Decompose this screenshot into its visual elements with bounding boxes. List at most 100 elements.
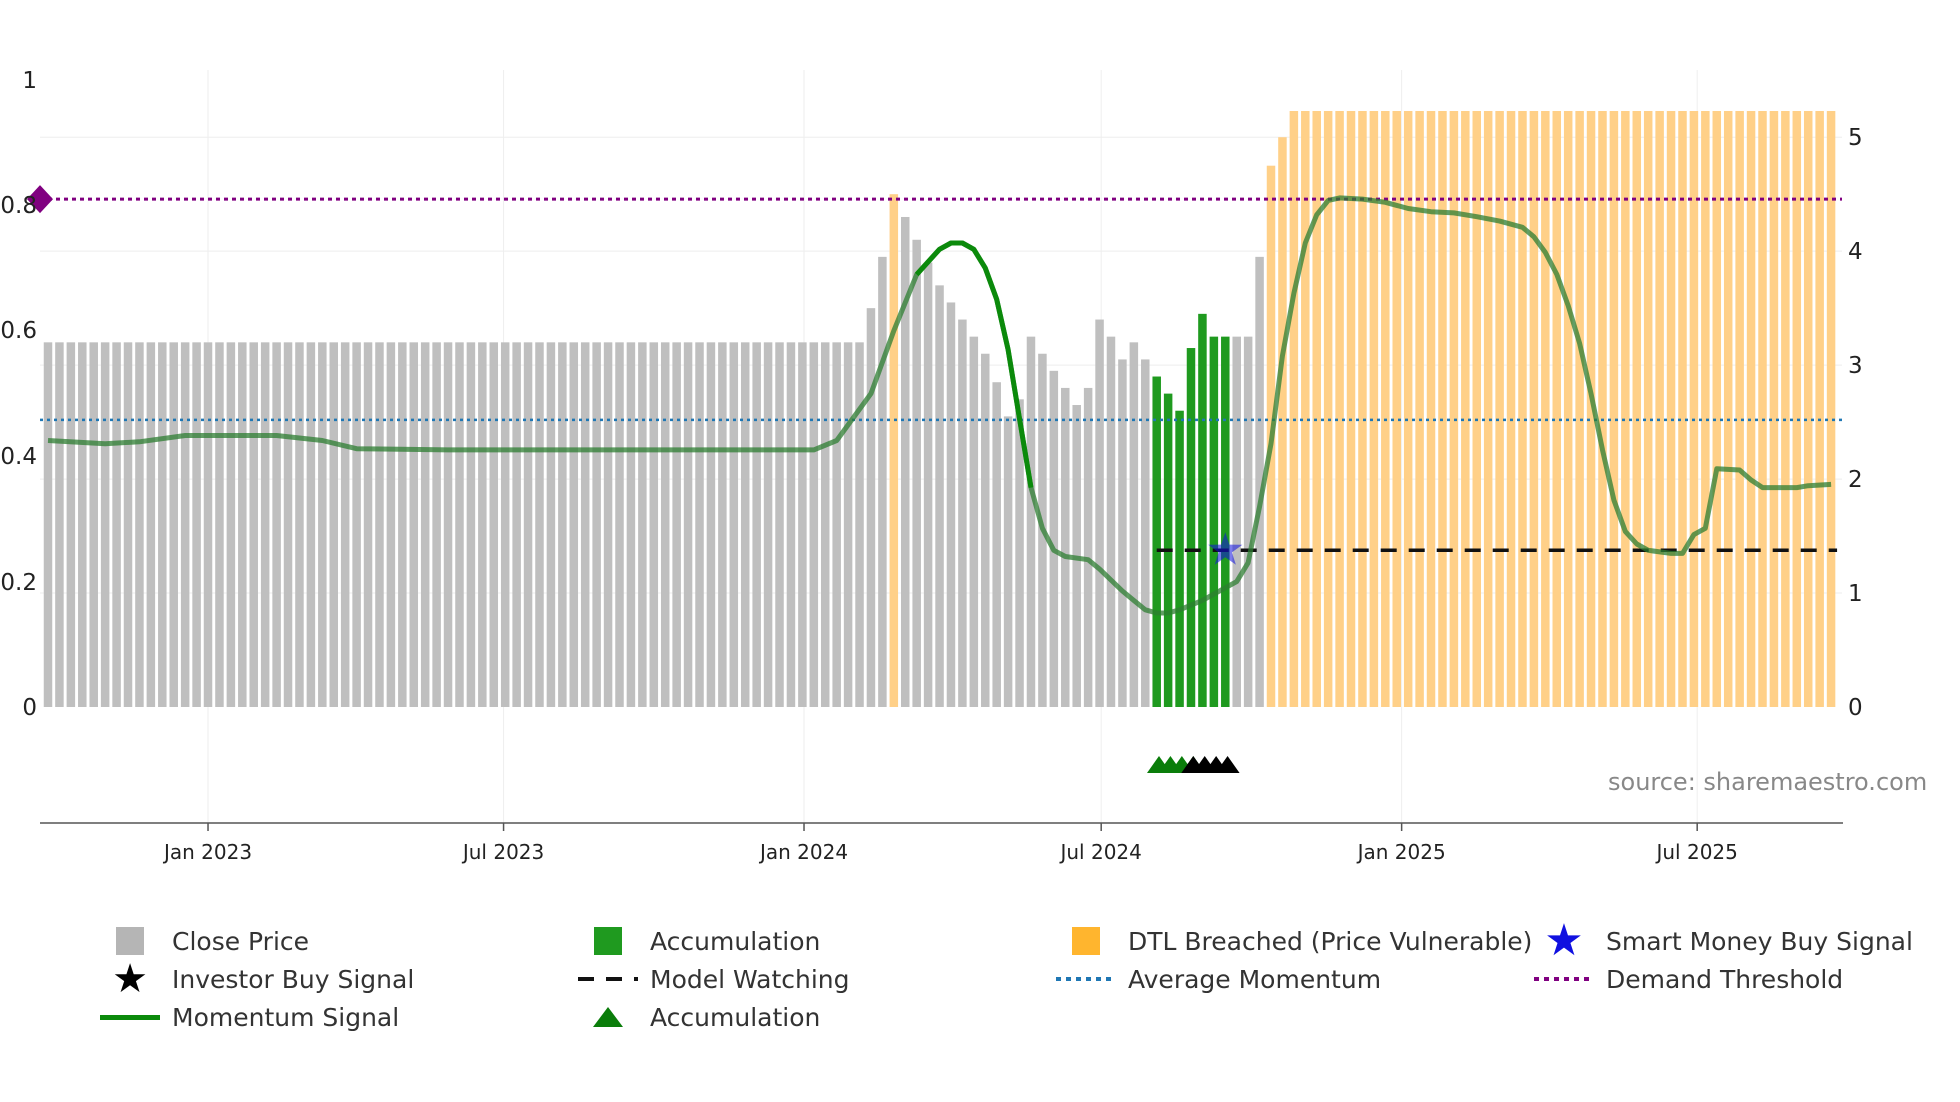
bar-orange <box>889 194 899 708</box>
bar-orange <box>1735 111 1744 707</box>
bar-orange <box>1758 111 1767 707</box>
left-tick-label: 0.8 <box>0 193 37 219</box>
bar-gray <box>466 342 476 707</box>
bar-gray <box>329 342 338 707</box>
left-tick-label: 0.6 <box>0 318 37 344</box>
bar-gray <box>695 342 704 707</box>
bar-gray <box>1141 359 1150 707</box>
bar-orange <box>1655 111 1664 707</box>
x-tick-label: Jul 2025 <box>1654 840 1737 864</box>
bar-gray <box>386 342 396 707</box>
bar-gray <box>78 342 87 707</box>
bar-gray <box>763 342 773 707</box>
bar-orange <box>1495 111 1504 707</box>
bar-orange <box>1815 111 1824 707</box>
bar-gray <box>626 342 636 707</box>
bar-orange <box>1438 111 1447 707</box>
bar-orange <box>1358 111 1367 707</box>
bar-orange <box>1689 111 1699 707</box>
x-tick-label: Jul 2024 <box>1058 840 1141 864</box>
bar-gray <box>683 342 693 707</box>
bar-gray <box>660 342 670 707</box>
bar-gray <box>752 342 761 707</box>
bar-orange <box>1632 111 1642 707</box>
bar-gray <box>112 342 121 707</box>
bar-orange <box>1575 111 1584 707</box>
bar-green <box>1186 348 1196 707</box>
bar-orange <box>1278 137 1287 707</box>
x-tick-label: Jul 2023 <box>461 840 544 864</box>
bar-gray <box>946 302 956 707</box>
right-tick-label: 1 <box>1848 581 1863 607</box>
signal-markers <box>27 185 1243 773</box>
bar-orange <box>1701 111 1710 707</box>
bar-orange <box>1803 111 1813 707</box>
bar-gray <box>180 342 190 707</box>
x-tick-label: Jan 2025 <box>1356 840 1446 864</box>
bar-gray <box>238 342 247 707</box>
bar-gray <box>43 342 53 707</box>
bar-orange <box>1312 111 1321 707</box>
bar-gray <box>569 342 579 707</box>
bar-orange <box>1563 111 1573 707</box>
bar-gray <box>146 342 156 707</box>
bar-gray <box>272 342 281 707</box>
smart-money-star <box>1208 532 1243 565</box>
bar-gray <box>55 342 64 707</box>
bar-gray <box>192 342 201 707</box>
bar-gray <box>203 342 213 707</box>
bar-gray <box>798 342 807 707</box>
bar-orange <box>1472 111 1481 707</box>
bar-gray <box>935 285 944 707</box>
bar-gray <box>340 342 350 707</box>
bar-orange <box>1609 111 1619 707</box>
bar-gray <box>809 342 819 707</box>
bar-green <box>1198 313 1207 707</box>
bar-gray <box>432 342 441 707</box>
bar-gray <box>306 342 316 707</box>
x-tick-label: Jan 2023 <box>162 840 252 864</box>
bar-gray <box>1015 399 1024 707</box>
left-tick-label: 1 <box>22 68 37 94</box>
bar-orange <box>1621 111 1630 707</box>
demand-threshold-diamond <box>27 185 53 214</box>
bar-orange <box>1426 111 1436 707</box>
bar-orange <box>1506 111 1516 707</box>
bar-gray <box>672 342 681 707</box>
bar-gray <box>489 342 499 707</box>
bar-gray <box>1049 370 1059 707</box>
bar-orange <box>1826 111 1836 707</box>
bar-gray <box>580 342 590 707</box>
right-tick-label: 2 <box>1848 467 1863 493</box>
source-credit: source: sharemaestro.com <box>1608 768 1928 796</box>
bar-orange <box>1781 111 1790 707</box>
bar-orange <box>1301 111 1310 707</box>
bar-orange <box>1403 111 1413 707</box>
bar-orange <box>1461 111 1470 707</box>
bar-gray <box>832 342 841 707</box>
bar-gray <box>1095 319 1104 707</box>
bar-gray <box>912 239 921 707</box>
bar-gray <box>546 342 556 707</box>
bar-green <box>1209 336 1219 707</box>
bar-gray <box>455 342 464 707</box>
bar-gray <box>1129 342 1139 707</box>
bar-gray <box>318 342 327 707</box>
bar-gray <box>1243 336 1253 707</box>
bar-gray <box>1118 359 1127 707</box>
bar-gray <box>226 342 236 707</box>
bar-gray <box>718 342 727 707</box>
right-tick-label: 5 <box>1848 125 1863 151</box>
bar-gray <box>123 342 133 707</box>
bar-gray <box>1106 336 1116 707</box>
bar-orange <box>1323 111 1333 707</box>
bar-orange <box>1643 111 1653 707</box>
bar-gray <box>169 342 178 707</box>
bar-gray <box>478 342 487 707</box>
bar-gray <box>981 353 990 707</box>
bar-orange <box>1723 111 1733 707</box>
bar-orange <box>1369 111 1379 707</box>
bar-orange <box>1769 111 1779 707</box>
right-tick-label: 4 <box>1848 239 1863 265</box>
